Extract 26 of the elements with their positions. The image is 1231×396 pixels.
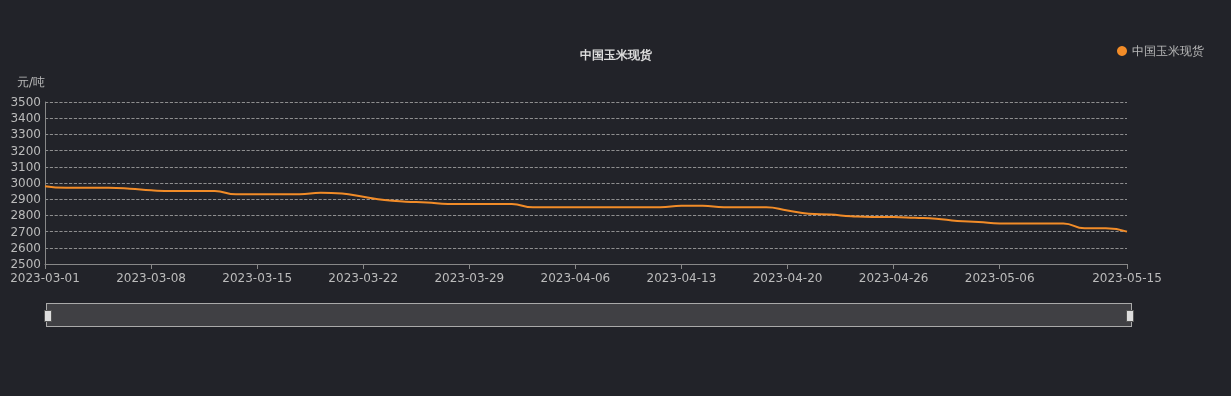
x-tick-label: 2023-03-15: [222, 271, 293, 285]
y-tick-label: 3400: [10, 111, 41, 126]
x-tick-label: 2023-03-22: [328, 271, 399, 285]
x-tick-label: 2023-04-13: [646, 271, 717, 285]
x-tick-label: 2023-03-01: [10, 271, 80, 285]
chart-title: 中国玉米现货: [579, 48, 653, 62]
x-tick-label: 2023-03-29: [434, 271, 505, 285]
y-axis-title: 元/吨: [16, 75, 45, 89]
x-tick-label: 2023-05-06: [964, 271, 1035, 285]
y-tick-label: 3100: [10, 159, 41, 174]
x-tick-label: 2023-04-06: [540, 271, 611, 285]
y-tick-label: 3000: [10, 176, 41, 190]
x-tick-label: 2023-03-08: [116, 271, 186, 285]
line-series: [44, 185, 1128, 233]
y-tick-label: 2800: [10, 208, 41, 223]
y-tick-label: 3500: [10, 95, 41, 109]
y-tick-label: 3300: [10, 127, 41, 142]
y-tick-label: 2700: [10, 224, 41, 239]
y-tick-label: 3200: [10, 143, 41, 158]
x-tick-label: 2023-05-15: [1092, 271, 1162, 285]
x-tick-label: 2023-04-20: [752, 271, 823, 285]
y-tick-label: 2500: [10, 257, 41, 271]
y-tick-label: 2900: [10, 192, 41, 207]
y-tick-label: 2600: [10, 240, 41, 255]
x-tick-label: 2023-04-26: [858, 271, 929, 285]
legend-label: 中国玉米现货: [1132, 44, 1204, 58]
